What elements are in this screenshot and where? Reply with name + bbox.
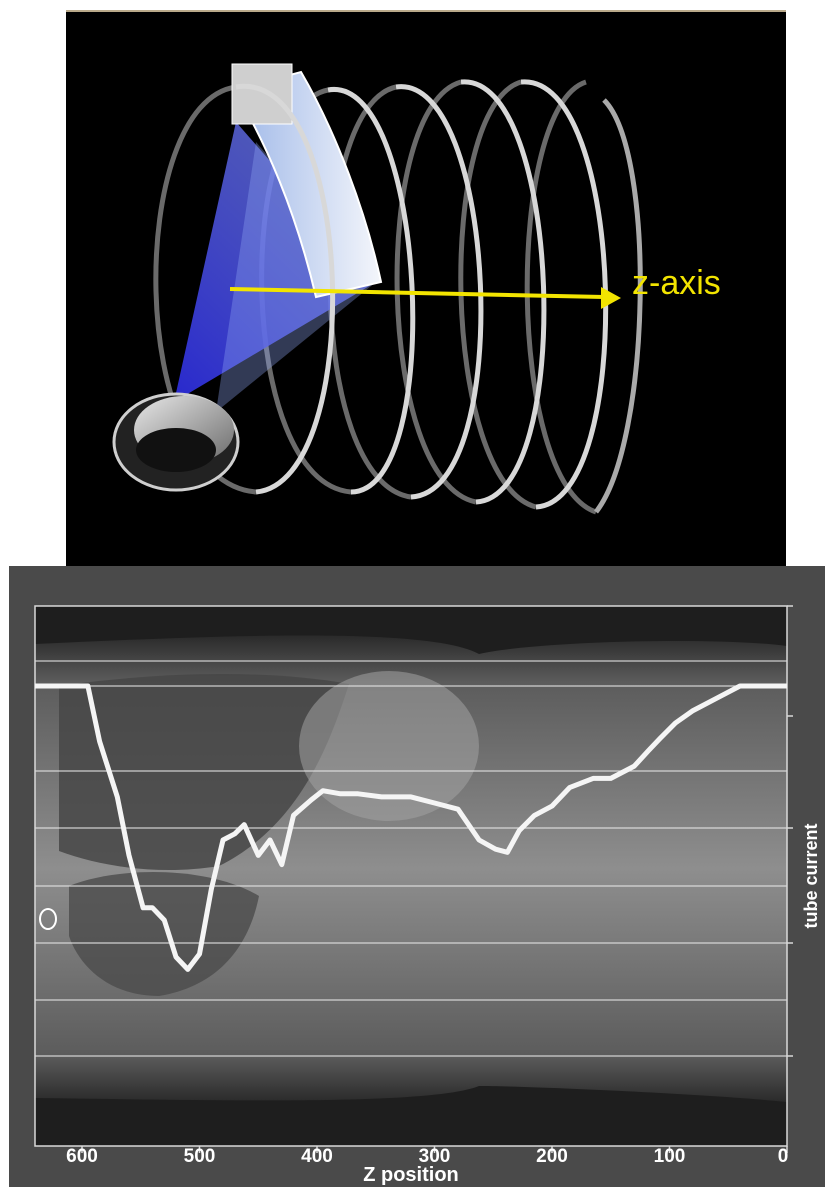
x-tick-label: 200 <box>536 1146 568 1167</box>
xray-tube <box>112 392 240 492</box>
xray-beam <box>174 122 376 402</box>
marker-ring <box>39 908 57 930</box>
x-tick-label: 600 <box>66 1146 98 1167</box>
z-axis-arrowhead <box>601 287 621 309</box>
x-tick-label: 100 <box>654 1146 686 1167</box>
liver-region <box>299 671 479 821</box>
y-axis-label: tube current <box>801 823 821 928</box>
plot-frame <box>34 605 788 1147</box>
detector-array <box>232 70 383 299</box>
z-axis-label: z-axis <box>632 264 721 302</box>
x-tick-label: 500 <box>184 1146 216 1167</box>
helical-scan-svg: z-axis <box>112 63 721 515</box>
grid-lines <box>35 660 787 1057</box>
x-tick-label: 300 <box>419 1146 451 1167</box>
xray-beam-highlight <box>216 142 376 412</box>
tube-current-chart: 600 500 400 300 200 100 0 Z position tube curr… <box>9 566 825 1187</box>
z-axis-line <box>229 287 605 299</box>
x-axis-ticks: 600 500 400 300 200 100 0 <box>66 1146 788 1167</box>
x-axis-label: Z position <box>363 1164 459 1186</box>
helix-front <box>235 79 643 514</box>
lung-region <box>59 674 349 871</box>
helical-scan-illustration: z-axis <box>66 10 786 574</box>
tube-current-curve <box>35 683 787 972</box>
chart-svg: 600 500 400 300 200 100 0 Z position tube curr… <box>34 605 821 1186</box>
detector-block <box>231 63 293 125</box>
x-tick-label: 0 <box>778 1146 789 1167</box>
lung-region-lower <box>69 872 259 996</box>
y-axis-ticks <box>787 605 793 1057</box>
x-tick-label: 400 <box>301 1146 333 1167</box>
